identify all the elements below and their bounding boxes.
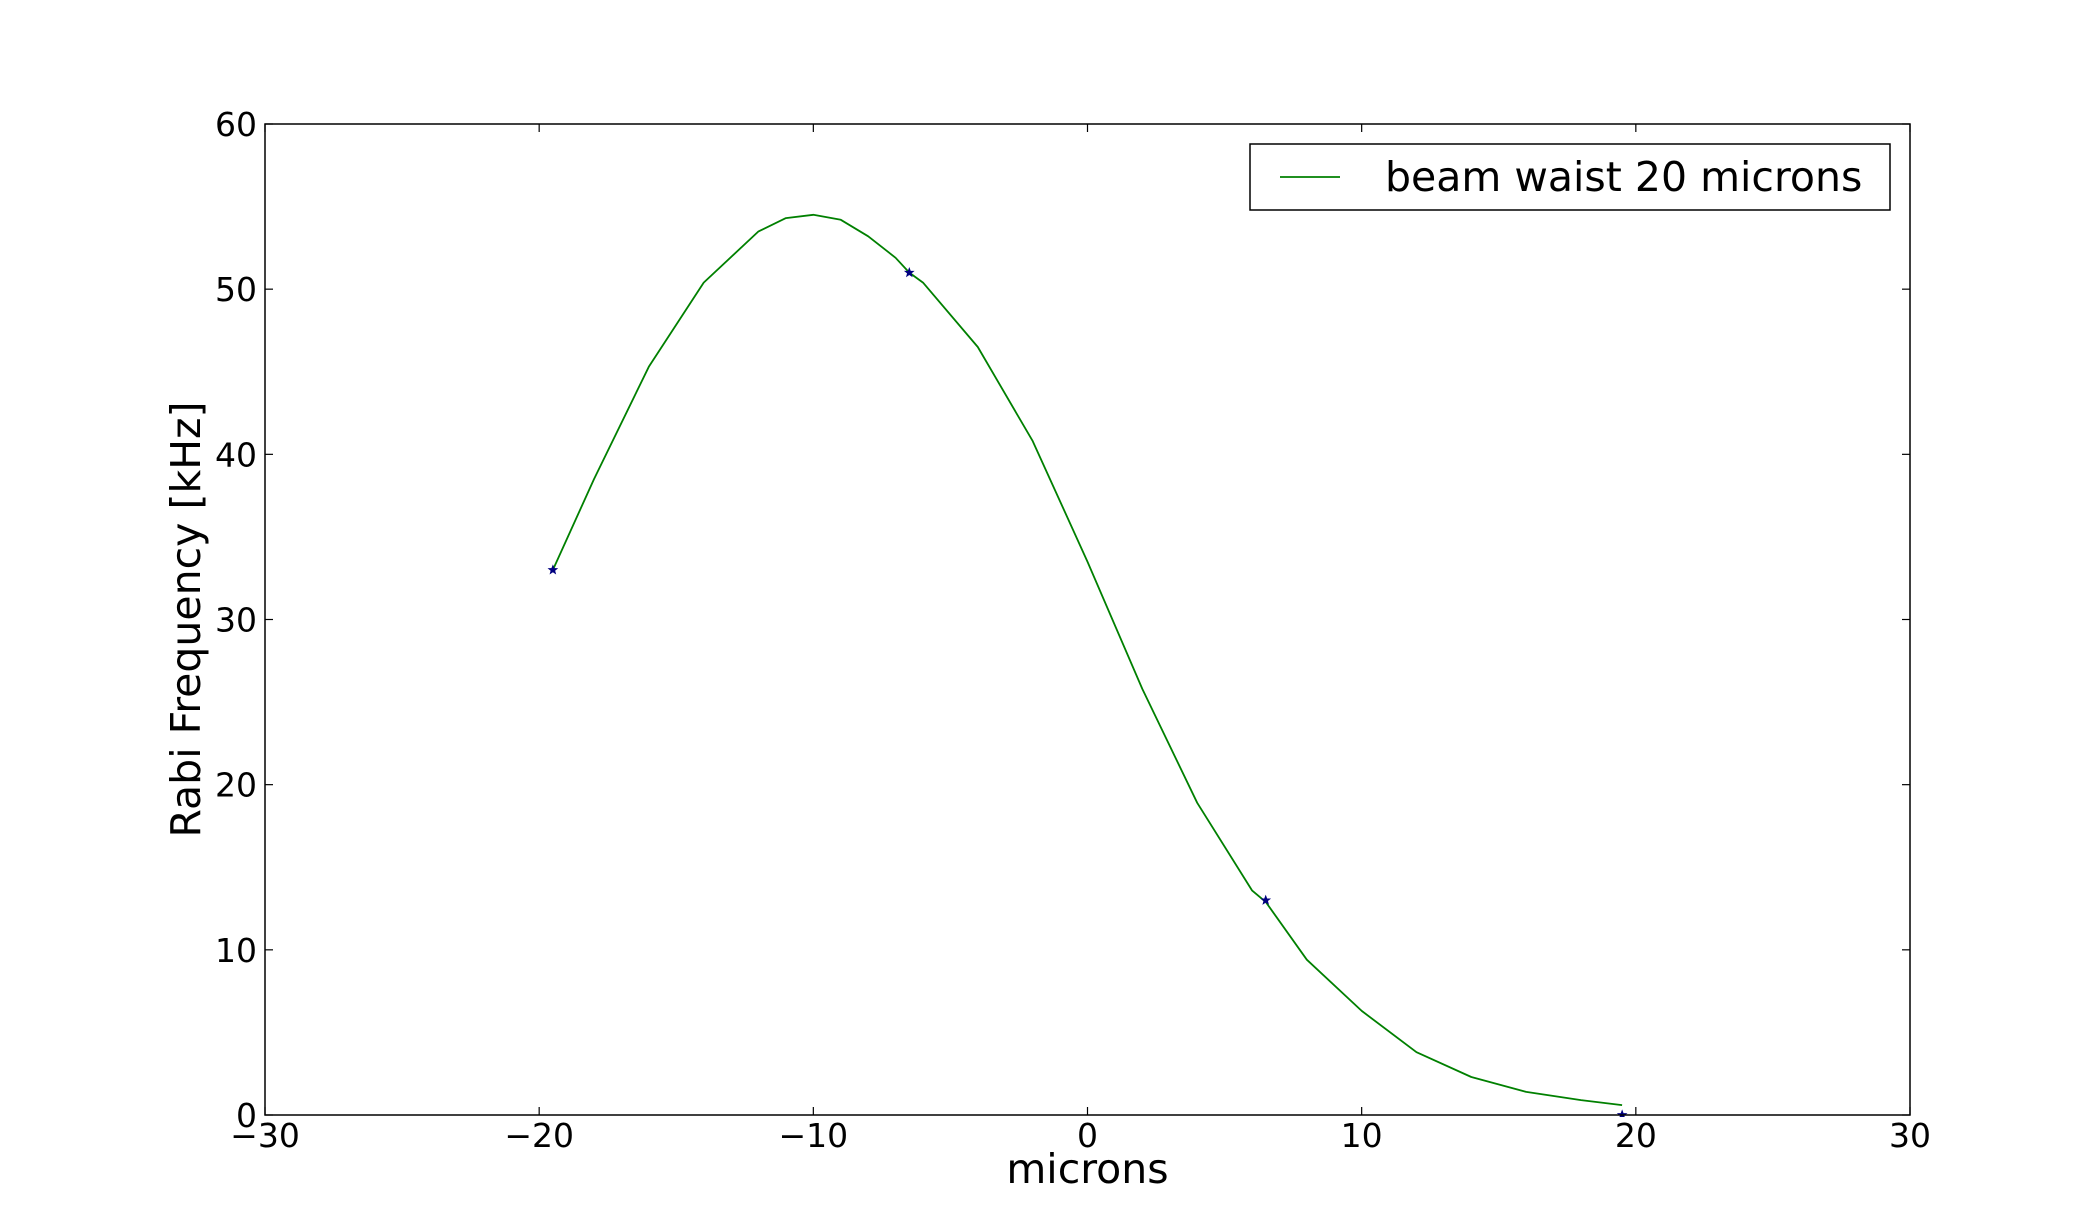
axis-tick-labels: −30 −20 −10 0 10 20 30 0 10 20 30 40 50 60 — [215, 105, 1931, 1155]
y-tick-label: 0 — [236, 1096, 257, 1135]
series-line-0 — [552, 213, 1623, 1106]
legend-entry-label: beam waist 20 microns — [1385, 153, 1862, 201]
x-tick-label: −10 — [779, 1116, 849, 1155]
y-tick-label: 60 — [215, 105, 257, 144]
legend-box — [1249, 143, 1891, 211]
x-tick-label: −30 — [230, 1116, 300, 1155]
data-point-marker — [1616, 1109, 1628, 1117]
x-axis-label: microns — [1006, 1145, 1168, 1193]
x-tick-label: 30 — [1889, 1116, 1931, 1155]
y-tick-label: 40 — [215, 435, 257, 474]
x-tick-label: −20 — [504, 1116, 574, 1155]
y-tick-label: 10 — [215, 931, 257, 970]
plot-frame — [264, 123, 1911, 1116]
y-tick-label: 20 — [215, 766, 257, 805]
x-tick-label: 10 — [1341, 1116, 1383, 1155]
data-point-marker — [903, 267, 915, 278]
y-axis-label: Rabi Frequency [kHz] — [162, 401, 210, 837]
x-tick-label: 20 — [1615, 1116, 1657, 1155]
plot-content — [547, 213, 1628, 1117]
data-point-marker — [547, 564, 559, 575]
x-tick-label: 0 — [1077, 1116, 1098, 1155]
y-tick-label: 50 — [215, 270, 257, 309]
legend: beam waist 20 microns — [1249, 143, 1891, 211]
data-point-marker — [1260, 894, 1272, 905]
y-tick-label: 30 — [215, 601, 257, 640]
